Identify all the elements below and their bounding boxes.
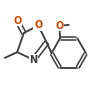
Text: O: O	[13, 16, 21, 26]
Text: O: O	[55, 21, 63, 31]
Text: O: O	[34, 20, 42, 30]
Text: N: N	[29, 55, 37, 65]
